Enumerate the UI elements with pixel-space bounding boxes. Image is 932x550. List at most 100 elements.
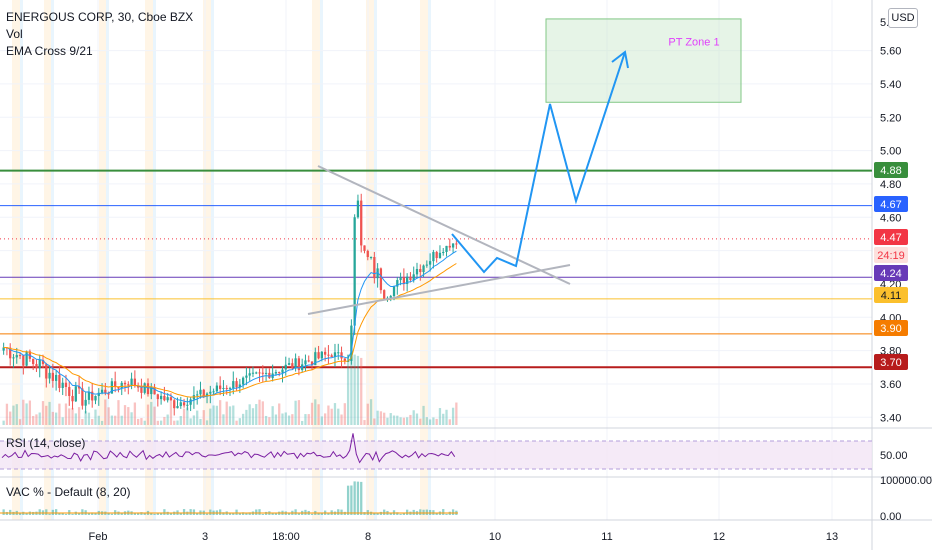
price-label-badge — [874, 320, 908, 336]
candle-body — [74, 386, 77, 402]
candle-body — [422, 265, 425, 273]
time-tick: 8 — [365, 531, 371, 543]
candle-body — [455, 243, 458, 245]
candle-body — [268, 372, 271, 379]
price-label-badge — [874, 196, 908, 212]
volume-bar — [71, 408, 74, 425]
volume-bar — [245, 409, 248, 425]
candle-body — [251, 372, 255, 374]
candle-body — [396, 280, 399, 287]
volume-bar — [114, 415, 117, 425]
volume-bar — [127, 407, 130, 425]
volume-bar — [438, 408, 442, 425]
candle-body — [189, 399, 192, 405]
candle-body — [415, 268, 419, 275]
volume-bar — [45, 405, 48, 425]
volume-bar — [274, 414, 278, 425]
volume-bar — [64, 403, 68, 425]
price-label-badge — [874, 229, 908, 245]
vac-bar — [271, 512, 274, 515]
candle-body — [91, 391, 94, 401]
vac-bar — [232, 513, 235, 515]
candle-body — [97, 392, 100, 396]
volume-bar — [314, 399, 317, 425]
candle-body — [245, 375, 248, 378]
vac-bar — [402, 512, 406, 515]
volume-bar — [383, 412, 386, 425]
volume-bar — [18, 419, 22, 425]
candle-body — [369, 256, 373, 258]
candle-body — [205, 393, 209, 396]
volume-bar — [369, 399, 373, 425]
rsi-pane-label[interactable]: RSI (14, close) — [6, 436, 86, 450]
volume-bar — [412, 410, 415, 425]
volume-bar — [419, 418, 422, 425]
volume-bar — [287, 415, 291, 425]
volume-bar — [146, 404, 150, 425]
volume-bar — [406, 417, 409, 425]
vac-bar — [241, 512, 245, 515]
vac-bar — [54, 509, 58, 515]
candle-body — [169, 397, 173, 401]
symbol-title[interactable]: ENERGOUS CORP, 30, Cboe BZX — [6, 10, 194, 24]
vac-bar — [38, 509, 41, 515]
pt-zone-box — [545, 18, 742, 103]
volume-bar — [425, 417, 428, 425]
candle-body — [379, 268, 383, 291]
volume-bar — [402, 417, 406, 425]
volume-bar — [409, 414, 412, 425]
candle-body — [212, 391, 215, 393]
volume-bar — [353, 354, 356, 425]
volume-bar — [81, 418, 84, 425]
trendline-upper — [317, 165, 571, 285]
ema-cross-label[interactable]: EMA Cross 9/21 — [6, 44, 93, 58]
vac-tick: 100000.00 — [880, 475, 932, 487]
candle-body — [9, 347, 12, 359]
candle-body — [25, 351, 28, 366]
volume-bar — [264, 415, 268, 425]
price-label-badge — [874, 354, 908, 370]
volume-bar — [202, 410, 205, 425]
volume-bar — [117, 400, 120, 425]
volume-bar — [228, 406, 232, 425]
session-highlight — [12, 0, 20, 520]
candle-body — [330, 355, 333, 358]
candle-body — [258, 372, 261, 374]
volume-bar — [9, 411, 12, 425]
candle-body — [314, 352, 317, 366]
vac-bar — [228, 512, 232, 515]
currency-button[interactable]: USD — [888, 8, 918, 28]
session-highlight — [428, 0, 431, 520]
rsi-tick: 50.00 — [880, 450, 908, 462]
vac-bar — [120, 512, 123, 515]
price-tick: 4.60 — [880, 212, 901, 224]
vac-bar — [235, 509, 238, 515]
volume-indicator-label[interactable]: Vol — [6, 27, 23, 41]
volume-bar — [373, 418, 376, 425]
vac-bar — [189, 509, 192, 515]
candle-body — [130, 378, 133, 386]
vac-pane-label[interactable]: VAC % - Default (8, 20) — [6, 485, 131, 499]
candle-body — [182, 402, 186, 406]
candle-body — [350, 325, 353, 361]
volume-bar — [130, 412, 133, 425]
candle-body — [406, 276, 409, 284]
volume-bar — [35, 414, 38, 425]
vac-bar — [389, 513, 392, 515]
volume-bar — [77, 407, 81, 425]
candle-body — [64, 382, 68, 387]
vac-bar — [435, 512, 438, 515]
vac-bar — [419, 509, 422, 515]
price-tick: 3.40 — [880, 412, 901, 424]
vac-bar — [77, 512, 81, 515]
candle-body — [110, 381, 114, 394]
candle-body — [320, 351, 323, 359]
candle-body — [61, 382, 64, 389]
vac-bar — [383, 509, 386, 515]
volume-bar — [97, 415, 100, 425]
price-label: 3.70 — [880, 357, 901, 369]
candle-body — [235, 381, 238, 388]
candle-body — [297, 358, 301, 371]
volume-group — [2, 352, 458, 425]
